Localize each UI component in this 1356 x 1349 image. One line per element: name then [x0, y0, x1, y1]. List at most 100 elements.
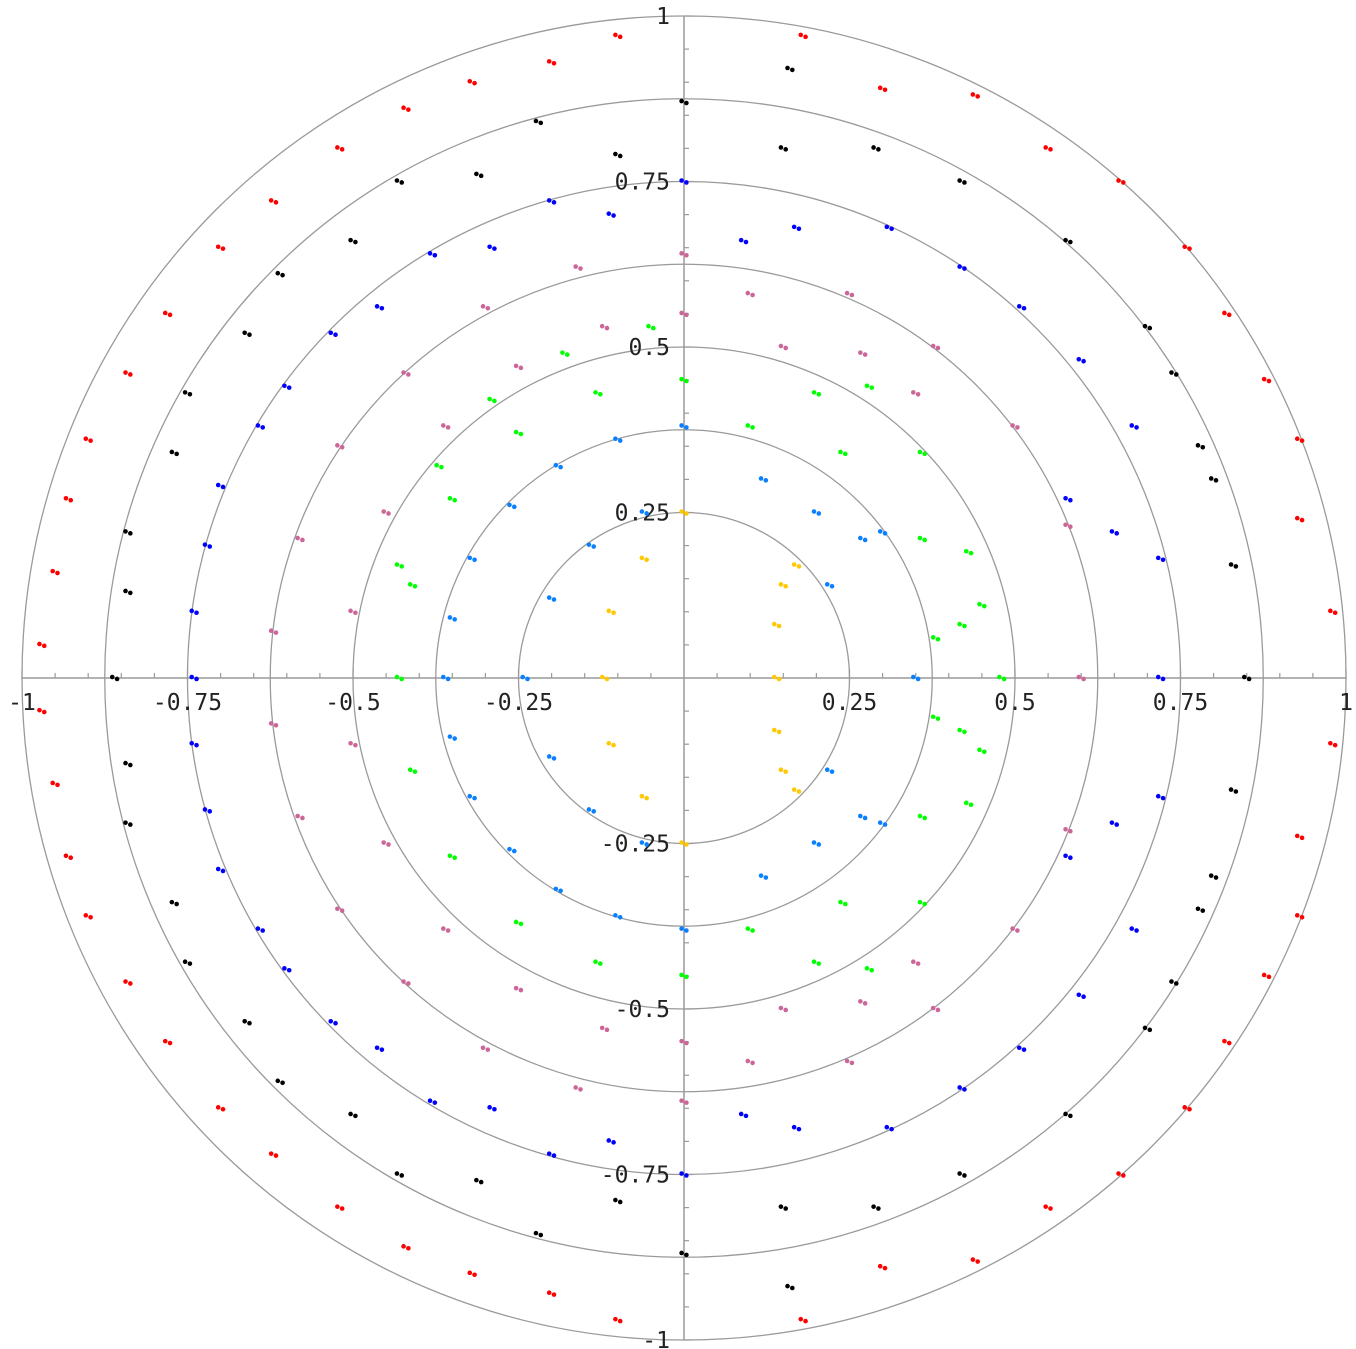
data-point — [1208, 873, 1214, 878]
data-point — [520, 674, 526, 680]
data-point — [911, 674, 916, 680]
y-tick-label: 0.5 — [628, 335, 670, 361]
data-point — [37, 707, 42, 713]
data-point — [935, 636, 941, 642]
data-point — [518, 987, 524, 993]
x-tick-label: -1 — [8, 690, 36, 716]
data-point — [189, 674, 195, 680]
data-point — [611, 610, 616, 616]
data-point — [1021, 305, 1027, 311]
data-point — [447, 853, 453, 859]
data-point — [750, 928, 755, 933]
data-point — [1266, 378, 1272, 384]
y-tick-label: -0.25 — [601, 832, 670, 858]
data-point — [957, 1171, 962, 1176]
data-point — [783, 769, 788, 774]
data-point — [586, 807, 592, 812]
data-point — [798, 32, 804, 38]
data-point — [492, 246, 497, 251]
series-3 — [268, 251, 1086, 1105]
data-point — [1063, 496, 1068, 501]
data-point — [684, 312, 689, 318]
data-point — [776, 729, 782, 735]
data-point — [399, 1173, 405, 1178]
data-point — [1147, 1027, 1153, 1033]
data-point — [1068, 497, 1073, 503]
data-point — [639, 793, 645, 799]
data-point — [220, 868, 226, 874]
data-point — [684, 511, 689, 516]
data-point — [930, 343, 936, 349]
data-point — [1187, 246, 1192, 251]
data-point — [743, 239, 749, 245]
data-point — [1195, 443, 1201, 448]
data-point — [639, 509, 645, 514]
data-point — [803, 34, 808, 40]
data-point — [507, 846, 512, 852]
data-point — [684, 100, 689, 106]
data-point — [871, 1204, 876, 1209]
data-point — [975, 1259, 980, 1264]
data-point — [242, 330, 247, 336]
data-point — [778, 767, 784, 773]
data-point — [1213, 478, 1219, 483]
data-point — [1299, 914, 1305, 920]
x-tick-label: -0.5 — [325, 690, 380, 716]
series-0 — [599, 509, 802, 847]
data-point — [646, 323, 651, 329]
data-point — [513, 919, 519, 925]
data-point — [604, 325, 610, 331]
y-tick-label: -1 — [642, 1328, 670, 1349]
data-point — [922, 537, 928, 543]
data-point — [796, 789, 802, 794]
data-point — [1294, 436, 1300, 442]
data-point — [474, 171, 479, 177]
data-point — [518, 921, 524, 927]
data-point — [593, 390, 598, 395]
data-point — [791, 562, 797, 567]
data-point — [811, 509, 817, 514]
data-point — [922, 451, 928, 457]
data-point — [962, 266, 967, 271]
x-tick-label: -0.25 — [484, 690, 553, 716]
data-point — [1160, 795, 1166, 801]
data-point — [335, 1204, 340, 1209]
data-point — [684, 252, 689, 258]
data-point — [862, 815, 868, 821]
data-point — [1173, 981, 1179, 986]
data-point — [811, 390, 817, 395]
data-point — [50, 780, 55, 786]
data-point — [1233, 564, 1239, 569]
data-point — [1294, 913, 1300, 918]
data-point — [467, 555, 473, 561]
data-point — [606, 1138, 612, 1143]
data-point — [485, 305, 491, 311]
data-point — [487, 396, 492, 402]
data-point — [684, 928, 689, 933]
data-point — [273, 200, 279, 205]
data-point — [803, 1318, 808, 1324]
x-tick-label: 0.25 — [822, 690, 877, 716]
data-point — [844, 1058, 850, 1064]
data-point — [639, 555, 645, 561]
data-point — [412, 769, 418, 774]
data-point — [37, 641, 42, 647]
data-point — [220, 484, 226, 490]
data-point — [128, 590, 133, 596]
data-point — [639, 840, 645, 845]
data-point — [785, 1283, 790, 1289]
data-point — [957, 1085, 962, 1090]
data-point — [467, 793, 473, 799]
data-point — [452, 497, 458, 503]
data-point — [763, 875, 769, 880]
data-point — [268, 721, 274, 726]
data-point — [275, 270, 281, 276]
data-point — [273, 1153, 279, 1158]
data-point — [1129, 926, 1135, 931]
data-point — [399, 564, 405, 569]
data-point — [553, 462, 559, 468]
series-4 — [189, 178, 1166, 1178]
data-point — [286, 385, 292, 390]
data-point — [268, 628, 274, 633]
data-point — [1016, 1045, 1022, 1051]
